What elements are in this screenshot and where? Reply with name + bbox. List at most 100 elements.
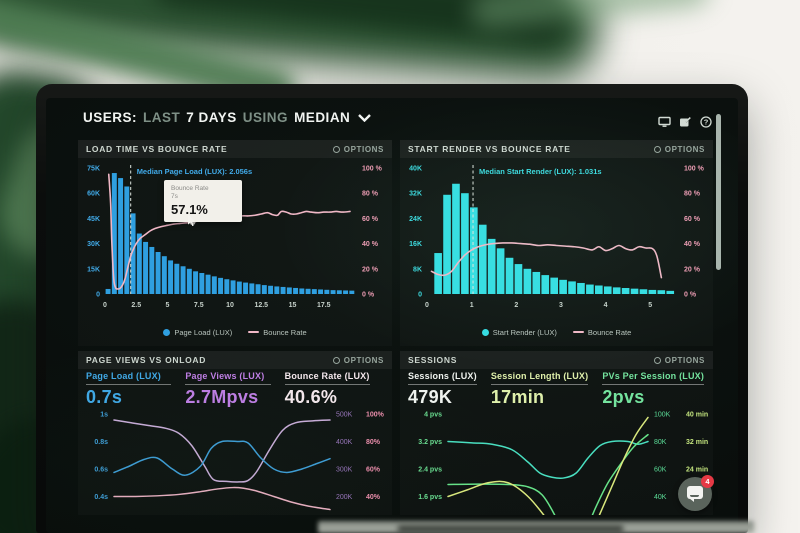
svg-text:0: 0 <box>418 292 422 299</box>
svg-text:100%: 100% <box>366 412 385 419</box>
svg-text:4: 4 <box>604 302 608 309</box>
svg-text:3.2 pvs: 3.2 pvs <box>418 439 442 446</box>
options-button[interactable]: OPTIONS <box>332 144 384 154</box>
svg-text:40 %: 40 % <box>684 241 701 248</box>
svg-text:Median Page Load (LUX): 2.056s: Median Page Load (LUX): 2.056s <box>137 167 252 176</box>
svg-text:1: 1 <box>470 302 474 309</box>
metric-underline <box>86 384 172 385</box>
svg-text:5: 5 <box>166 302 170 309</box>
metric-underline <box>284 384 370 385</box>
svg-text:60%: 60% <box>366 467 381 474</box>
metric-label: Bounce Rate (LUX) <box>284 371 370 381</box>
svg-text:60 %: 60 % <box>684 216 701 223</box>
svg-text:?: ? <box>704 118 709 127</box>
options-button[interactable]: OPTIONS <box>332 355 384 365</box>
page-views-chart: 1s 0.8s 0.6s 0.4s 500K 400K 300K 200K 100% 80% 60%… <box>94 412 385 511</box>
svg-text:0.8s: 0.8s <box>94 439 108 446</box>
panel-page-views: PAGE VIEWS VS ONLOAD OPTIONS Page Load (… <box>78 351 392 515</box>
laptop: USERS: LAST 7 DAYS USING MEDIAN <box>36 84 748 533</box>
svg-text:500K: 500K <box>336 412 353 419</box>
tooltip-title: Bounce Rate <box>171 185 209 192</box>
title-median: MEDIAN <box>294 110 351 125</box>
svg-text:60K: 60K <box>654 467 667 474</box>
metric-page-views: Page Views (LUX) 2.7Mpvs <box>185 371 284 408</box>
chevron-down-icon[interactable] <box>358 113 372 122</box>
svg-text:0.6s: 0.6s <box>94 467 108 474</box>
share-icon[interactable] <box>679 116 692 128</box>
options-label: OPTIONS <box>664 144 705 154</box>
svg-text:40 min: 40 min <box>686 412 708 419</box>
svg-text:0 %: 0 % <box>684 292 697 299</box>
options-button[interactable]: OPTIONS <box>653 144 705 154</box>
help-icon[interactable]: ? <box>700 116 712 128</box>
svg-text:400K: 400K <box>336 439 353 446</box>
svg-text:80 %: 80 % <box>362 191 379 198</box>
metric-value: 0.7s <box>86 387 123 407</box>
dashboard-screen: USERS: LAST 7 DAYS USING MEDIAN <box>46 98 738 533</box>
metric-sessions: Sessions (LUX) 479K <box>408 371 491 408</box>
panel-start-render: START RENDER VS BOUNCE RATE OPTIONS 40K 3… <box>400 140 713 346</box>
laptop-keyboard-blur <box>398 525 623 533</box>
svg-text:7.5: 7.5 <box>194 302 204 309</box>
svg-text:60 %: 60 % <box>362 216 379 223</box>
metric-label: Session Length (LUX) <box>490 371 589 381</box>
cursor-icon <box>188 214 195 226</box>
legend-label: Page Load (LUX) <box>174 327 233 337</box>
page-title: USERS: LAST 7 DAYS USING MEDIAN <box>83 110 372 125</box>
svg-text:30K: 30K <box>87 241 100 248</box>
panel-title: SESSIONS <box>408 355 458 365</box>
svg-text:75K: 75K <box>87 166 100 173</box>
metric-page-load: Page Load (LUX) 0.7s <box>86 371 185 408</box>
metric-value: 2pvs <box>602 387 645 407</box>
chart-legend: Start Render (LUX) Bounce Rate <box>400 324 713 340</box>
svg-text:0: 0 <box>425 302 429 309</box>
title-days: 7 DAYS <box>186 110 237 125</box>
legend-line-swatch <box>248 331 260 333</box>
metrics-row: Page Load (LUX) 0.7s Page Views (LUX) 2.… <box>78 369 392 408</box>
svg-text:15: 15 <box>289 302 297 309</box>
svg-text:17.5: 17.5 <box>317 302 331 309</box>
gear-icon <box>332 356 340 364</box>
title-last: LAST <box>143 110 181 125</box>
svg-text:100 %: 100 % <box>362 166 383 173</box>
options-button[interactable]: OPTIONS <box>653 355 705 365</box>
svg-text:5: 5 <box>648 302 652 309</box>
legend-item: Bounce Rate <box>248 328 307 337</box>
scrollbar[interactable] <box>716 114 721 270</box>
svg-text:100 %: 100 % <box>684 166 705 173</box>
chat-widget-button[interactable]: 4 <box>678 475 714 511</box>
svg-text:10: 10 <box>226 302 234 309</box>
panel-sessions: SESSIONS OPTIONS Sessions (LUX) 479K <box>400 351 713 515</box>
svg-text:2.4 pvs: 2.4 pvs <box>418 467 442 474</box>
svg-text:2.5: 2.5 <box>131 302 141 309</box>
legend-label: Bounce Rate <box>587 327 632 337</box>
options-label: OPTIONS <box>343 355 384 365</box>
legend-label: Start Render (LUX) <box>492 327 557 337</box>
svg-text:1.6 pvs: 1.6 pvs <box>418 494 442 501</box>
svg-text:12.5: 12.5 <box>254 302 268 309</box>
panel-title: START RENDER VS BOUNCE RATE <box>408 144 571 154</box>
tooltip: Bounce Rate 7s 57.1% <box>164 180 242 222</box>
panel-header: START RENDER VS BOUNCE RATE OPTIONS <box>400 140 713 158</box>
svg-text:24K: 24K <box>409 216 422 223</box>
gear-icon <box>653 145 661 153</box>
metric-pvs-per-session: PVs Per Session (LUX) 2pvs <box>602 371 713 408</box>
panel-title: LOAD TIME VS BOUNCE RATE <box>86 144 228 154</box>
options-label: OPTIONS <box>664 355 705 365</box>
gear-icon <box>653 356 661 364</box>
metric-value: 17min <box>490 387 545 407</box>
metric-session-length: Session Length (LUX) 17min <box>490 371 603 408</box>
display-icon[interactable] <box>658 116 671 128</box>
svg-text:0 %: 0 % <box>362 292 375 299</box>
options-label: OPTIONS <box>343 144 384 154</box>
metric-label: Page Load (LUX) <box>86 371 162 381</box>
panel-header: LOAD TIME VS BOUNCE RATE OPTIONS <box>78 140 392 158</box>
notification-badge: 4 <box>701 475 714 488</box>
legend-dot <box>163 328 171 336</box>
metrics-row: Sessions (LUX) 479K Session Length (LUX)… <box>400 369 713 408</box>
title-users: USERS: <box>83 110 138 125</box>
legend-dot <box>481 328 489 336</box>
svg-text:20 %: 20 % <box>684 266 701 273</box>
metric-value: 479K <box>408 387 453 407</box>
svg-text:40K: 40K <box>409 166 422 173</box>
